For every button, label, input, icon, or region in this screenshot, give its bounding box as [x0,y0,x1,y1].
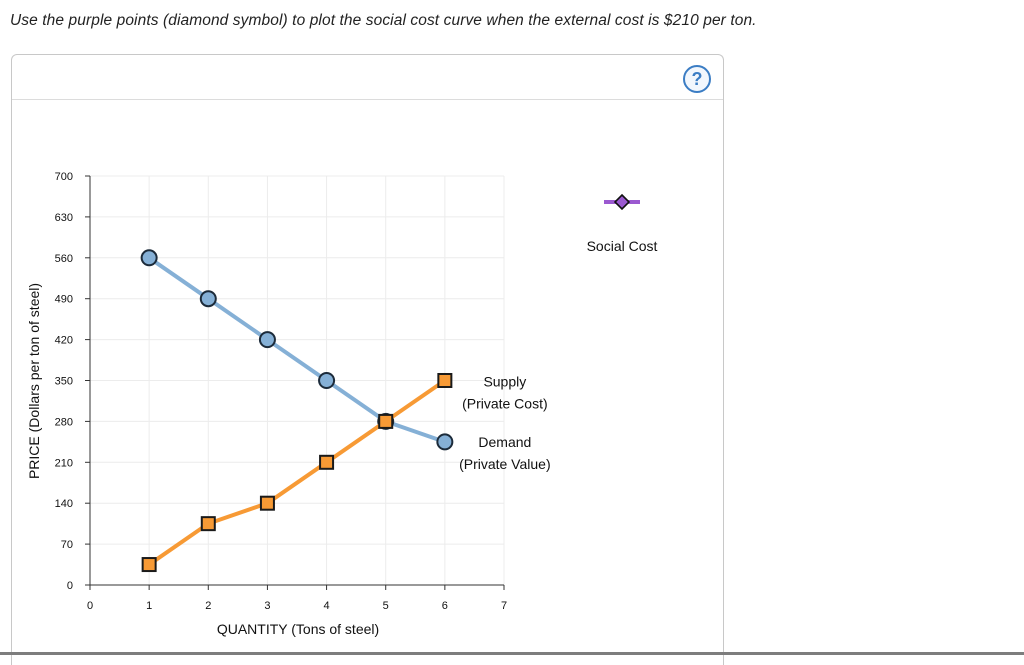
supply-point[interactable] [200,516,216,532]
help-icon[interactable]: ? [683,65,711,93]
y-tick-label: 280 [55,416,73,428]
x-axis-label: QUANTITY (Tons of steel) [217,621,379,637]
x-tick-label: 5 [383,600,389,612]
x-tick-label: 3 [264,600,270,612]
demand-line [148,256,446,444]
x-tick-label: 0 [87,600,93,612]
x-tick-label: 4 [324,600,330,612]
social-cost-tool[interactable] [604,193,640,211]
instruction-text: Use the purple points (diamond symbol) t… [10,12,757,29]
series-labels: Demand (Private Value) Supply (Private Cost… [459,374,551,472]
demand-point[interactable] [436,433,454,451]
demand-point[interactable] [140,249,158,267]
panel-divider [12,99,723,100]
demand-point[interactable] [318,372,336,389]
y-axis-label: PRICE (Dollars per ton of steel) [26,283,42,479]
demand-point[interactable] [199,290,217,308]
axes: 0 70 140 210 280 350 420 490 560 630 700 0 1 2 3 4 5 6 7 [55,171,507,612]
supply-line [148,378,446,567]
diamond-icon[interactable] [613,193,631,211]
legend-social-cost-label: Social Cost [587,238,658,254]
x-tick-label: 1 [146,600,152,612]
supply-point[interactable] [319,454,335,470]
y-tick-label: 0 [67,580,73,592]
y-tick-label: 350 [55,376,73,388]
y-tick-label: 490 [55,294,73,306]
y-tick-label: 700 [55,171,73,183]
bottom-border [0,652,1024,655]
supply-point[interactable] [141,557,157,573]
supply-label: Supply [483,374,526,390]
y-tick-label: 630 [55,212,73,224]
y-tick-label: 140 [55,498,73,510]
demand-sublabel: (Private Value) [459,456,551,472]
y-tick-label: 560 [55,253,73,265]
graph-panel: ? [11,54,724,665]
supply-point[interactable] [259,495,275,511]
y-tick-label: 210 [55,457,73,469]
series [140,249,454,573]
x-tick-label: 7 [501,600,507,612]
y-tick-label: 420 [55,335,73,347]
supply-point[interactable] [378,413,394,429]
supply-sublabel: (Private Cost) [462,396,548,412]
x-tick-label: 2 [205,600,211,612]
demand-point[interactable] [258,331,276,349]
demand-label: Demand [478,434,531,450]
supply-point[interactable] [437,373,453,388]
x-tick-label: 6 [442,600,448,612]
y-tick-label: 70 [61,539,73,551]
